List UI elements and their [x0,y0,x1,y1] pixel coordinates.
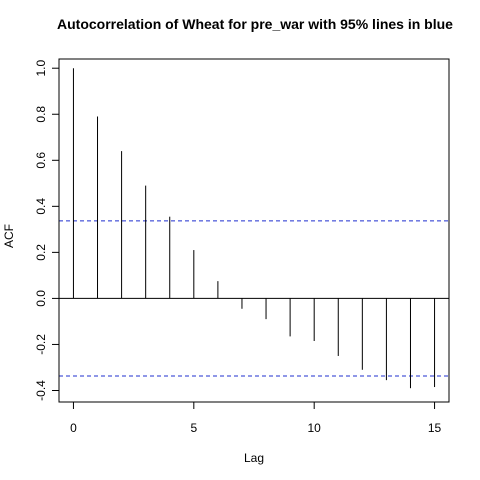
x-tick-label: 15 [428,421,442,435]
x-tick-label: 5 [190,421,197,435]
y-axis-label: ACF [2,224,16,248]
plot-marks: 0 5 10 15 -0.4 -0.2 0.0 0.2 0.4 0.6 0.8 1.0 [34,60,449,435]
y-tick-label: 1.0 [34,60,48,77]
x-tick-label: 0 [70,421,77,435]
y-tick-label: 0.0 [34,290,48,307]
y-tick-label: 0.8 [34,106,48,123]
x-tick-label: 10 [308,421,322,435]
chart-title: Autocorrelation of Wheat for pre_war wit… [57,16,453,32]
y-tick-label: 0.6 [34,152,48,169]
plot-frame [58,58,450,403]
y-tick-label: 0.4 [34,198,48,215]
y-tick-label: 0.2 [34,244,48,261]
y-tick-label: -0.4 [34,380,48,401]
x-axis-label: Lag [244,451,264,465]
y-tick-label: -0.2 [34,334,48,355]
